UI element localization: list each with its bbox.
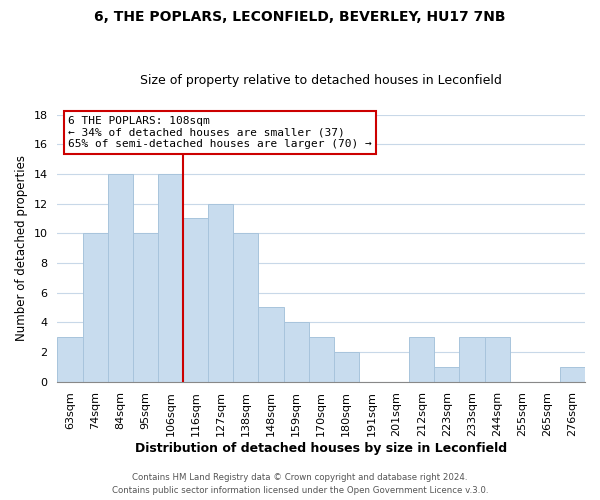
Bar xyxy=(485,337,509,382)
Bar xyxy=(58,337,83,382)
Text: 6, THE POPLARS, LECONFIELD, BEVERLEY, HU17 7NB: 6, THE POPLARS, LECONFIELD, BEVERLEY, HU… xyxy=(94,10,506,24)
Bar xyxy=(133,233,158,382)
Text: 6 THE POPLARS: 108sqm
← 34% of detached houses are smaller (37)
65% of semi-deta: 6 THE POPLARS: 108sqm ← 34% of detached … xyxy=(68,116,372,149)
Bar xyxy=(308,337,334,382)
Bar xyxy=(334,352,359,382)
Bar xyxy=(158,174,183,382)
Bar xyxy=(409,337,434,382)
Bar xyxy=(83,233,107,382)
Bar xyxy=(107,174,133,382)
Bar xyxy=(183,218,208,382)
Bar xyxy=(208,204,233,382)
Bar xyxy=(434,367,460,382)
X-axis label: Distribution of detached houses by size in Leconfield: Distribution of detached houses by size … xyxy=(135,442,507,455)
Y-axis label: Number of detached properties: Number of detached properties xyxy=(15,155,28,341)
Bar xyxy=(259,308,284,382)
Title: Size of property relative to detached houses in Leconfield: Size of property relative to detached ho… xyxy=(140,74,502,87)
Text: Contains HM Land Registry data © Crown copyright and database right 2024.
Contai: Contains HM Land Registry data © Crown c… xyxy=(112,474,488,495)
Bar xyxy=(284,322,308,382)
Bar xyxy=(460,337,485,382)
Bar xyxy=(560,367,585,382)
Bar xyxy=(233,233,259,382)
